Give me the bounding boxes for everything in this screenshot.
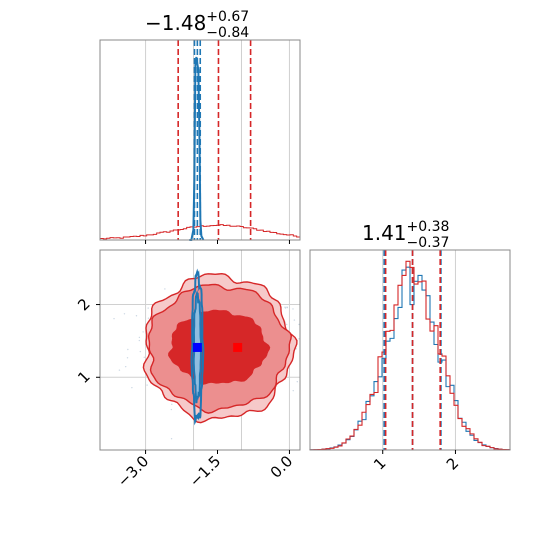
panel-2d-contour: −3.0 −1.5 0.0 1 2 <box>74 249 301 491</box>
title-lower-error: −0.84 <box>206 25 249 41</box>
scatter-point <box>164 288 166 290</box>
title-value: −1.48 <box>145 11 206 35</box>
blue-contour-outer <box>190 268 205 426</box>
scatter-point <box>127 348 129 351</box>
scatter-point <box>286 306 288 309</box>
blue-histogram-param-1 <box>189 56 205 241</box>
title-upper-error: +0.67 <box>206 9 249 25</box>
panel-histogram-param-1 <box>99 39 301 244</box>
title-param-1: −1.48+0.67 −0.84 <box>145 9 249 41</box>
scatter-point <box>293 319 296 321</box>
title-upper-error: +0.38 <box>407 219 450 235</box>
scatter-point <box>147 307 149 309</box>
scatter-point <box>135 315 138 317</box>
scatter-point <box>139 350 142 353</box>
scatter-point <box>147 317 150 319</box>
x-tick-label: 2 <box>443 454 462 473</box>
scatter-point <box>284 306 286 308</box>
title-value: 1.41 <box>362 221 407 245</box>
scatter-point <box>296 381 299 383</box>
scatter-point <box>138 336 141 339</box>
scatter-point <box>298 323 300 326</box>
red-histogram-param-2 <box>309 260 511 451</box>
panel-frame <box>99 249 301 451</box>
scatter-point <box>292 389 294 392</box>
scatter-point <box>113 317 115 320</box>
x-tick-label: −3.0 <box>114 452 152 490</box>
scatter-point <box>126 357 129 359</box>
scatter-point <box>292 308 294 310</box>
marker-blue <box>192 342 202 352</box>
y-tick-label: 1 <box>74 368 93 387</box>
title-param-2: 1.41+0.38 −0.37 <box>362 219 449 251</box>
scatter-point <box>170 408 173 411</box>
scatter-point <box>142 331 144 333</box>
scatter-point <box>118 369 121 371</box>
scatter-point <box>123 313 126 315</box>
scatter-point <box>124 365 127 368</box>
x-tick-label: −1.5 <box>186 452 224 490</box>
x-tick-label: 1 <box>370 454 389 473</box>
blue-histogram-param-2 <box>309 266 511 451</box>
scatter-point <box>131 386 133 389</box>
x-tick-label: 0.0 <box>267 452 297 482</box>
panel-frame <box>309 249 511 451</box>
scatter-point <box>171 403 173 406</box>
scatter-point <box>286 323 288 326</box>
panel-frame <box>99 39 301 241</box>
marker-red <box>233 342 243 352</box>
y-tick-label: 2 <box>74 295 93 314</box>
scatter-point <box>295 348 297 350</box>
scatter-point <box>146 384 148 386</box>
scatter-point <box>138 339 141 342</box>
scatter-point <box>170 438 173 440</box>
scatter-point <box>298 338 300 340</box>
title-lower-error: −0.37 <box>407 235 450 251</box>
scatter-point <box>143 356 145 359</box>
